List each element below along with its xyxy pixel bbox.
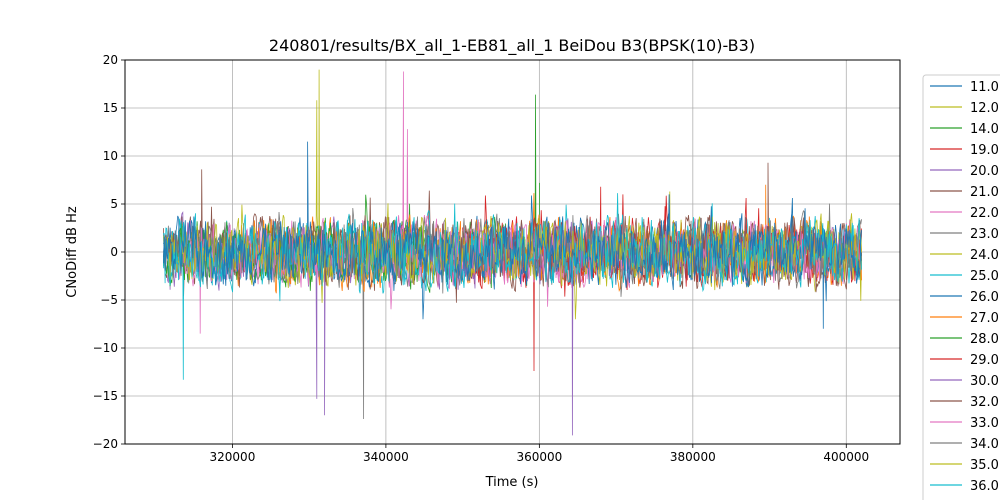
y-tick-label: −20 <box>93 437 118 451</box>
legend: 11.0 12.0 14.0 19.0 20.0 21.0 22.0 23.0 24.0 25.0… <box>922 74 1000 504</box>
legend-entry: 35.0 <box>970 458 999 473</box>
chart-title: 240801/results/BX_all_1-EB81_all_1 BeiDo… <box>269 36 755 56</box>
y-tick-label: −10 <box>93 341 118 355</box>
y-tick-label: 5 <box>110 197 118 211</box>
legend-box <box>922 74 1000 504</box>
x-axis-ticks: 320000 340000 360000 380000 400000 <box>210 444 869 464</box>
y-tick-label: 0 <box>110 245 118 259</box>
x-axis-label: Time (s) <box>485 475 539 490</box>
legend-entry: 29.0 <box>970 353 999 368</box>
x-tick-label: 380000 <box>670 450 716 464</box>
y-tick-label: 10 <box>103 149 118 163</box>
series-line-36.0 <box>163 193 862 302</box>
legend-entry: 24.0 <box>970 248 999 263</box>
legend-entry: 26.0 <box>970 290 999 305</box>
legend-entry: 14.0 <box>970 122 999 137</box>
y-tick-label: 20 <box>103 53 118 67</box>
legend-entry: 32.0 <box>970 395 999 410</box>
legend-entry: 33.0 <box>970 416 999 431</box>
legend-entry: 30.0 <box>970 374 999 389</box>
y-axis-ticks: −20 −15 −10 −5 0 5 10 15 20 <box>93 53 125 451</box>
legend-entry: 22.0 <box>970 206 999 221</box>
legend-entry: 28.0 <box>970 332 999 347</box>
series-lines <box>163 69 862 436</box>
legend-entry: 12.0 <box>970 101 999 116</box>
y-tick-label: −15 <box>93 389 118 403</box>
y-axis-label: CNoDiff dB Hz <box>65 206 80 298</box>
legend-entry: 23.0 <box>970 227 999 242</box>
x-tick-label: 360000 <box>516 450 562 464</box>
legend-entry: 36.0 <box>970 479 999 494</box>
x-tick-label: 340000 <box>363 450 409 464</box>
legend-entry: 20.0 <box>970 164 999 179</box>
legend-entry: 27.0 <box>970 311 999 326</box>
legend-entry: 21.0 <box>970 185 999 200</box>
legend-entry: 25.0 <box>970 269 999 284</box>
x-tick-label: 400000 <box>823 450 869 464</box>
legend-entry: 34.0 <box>970 437 999 452</box>
series-line-37.0 <box>163 194 862 291</box>
series-line-35.0 <box>163 203 862 320</box>
y-tick-label: 15 <box>103 101 118 115</box>
legend-entry: 11.0 <box>970 80 999 95</box>
legend-entry: 19.0 <box>970 143 999 158</box>
x-tick-label: 320000 <box>210 450 256 464</box>
y-tick-label: −5 <box>100 293 118 307</box>
